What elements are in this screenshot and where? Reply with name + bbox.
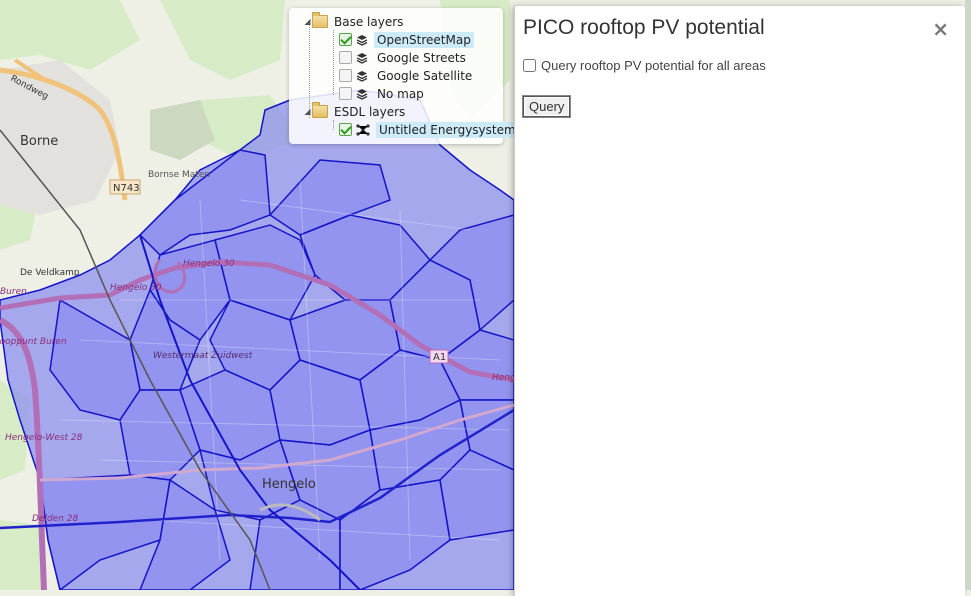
tree-group-label: ESDL layers	[334, 104, 406, 119]
tree-item-label[interactable]: OpenStreetMap	[374, 31, 474, 48]
tree-item-label[interactable]: No map	[377, 86, 424, 101]
layers-icon	[356, 52, 368, 64]
layers-icon	[356, 34, 368, 46]
map-label-buren: Buren	[0, 287, 27, 297]
query-all-areas-checkbox[interactable]	[523, 59, 536, 72]
map-label-knooppunt-buren: Knooppunt Buren	[0, 337, 67, 347]
map-label-heng: Heng	[492, 373, 516, 383]
folder-icon	[312, 12, 328, 28]
collapse-icon[interactable]: ◢	[304, 17, 311, 26]
map-label-westermaat: Westermaat Zuidwest	[153, 351, 253, 361]
layer-checkbox[interactable]	[339, 69, 352, 82]
close-icon[interactable]: ×	[932, 17, 949, 41]
query-button[interactable]: Query	[523, 96, 571, 117]
tree-item-no-map[interactable]: No map	[339, 85, 427, 102]
map-label-borne: Borne	[20, 134, 58, 149]
layers-icon	[356, 70, 368, 82]
road-shield-a1	[429, 349, 449, 364]
map-label-de-veldkamp: De Veldkamp	[20, 268, 80, 278]
map-label-bornse-maten: Bornse Maten	[148, 170, 210, 180]
map-label-delden: Delden 28	[32, 514, 79, 524]
layer-checkbox[interactable]	[339, 51, 352, 64]
map-edge-strip	[965, 0, 971, 590]
road-shield-n743	[109, 179, 141, 195]
layer-checkbox[interactable]	[339, 123, 352, 136]
map-label-hengelo: Hengelo	[262, 477, 316, 492]
map-label-hengelo-west: Hengelo-West 28	[5, 433, 83, 443]
tree-group-base-layers[interactable]: ◢ Base layers	[303, 12, 406, 30]
energysystem-icon	[356, 123, 370, 136]
panel-title: PICO rooftop PV potential	[523, 16, 765, 39]
tree-group-label: Base layers	[334, 14, 404, 29]
tree-item-label[interactable]: Google Satellite	[377, 68, 473, 83]
energysystem-areas	[0, 89, 515, 592]
tree-item-label[interactable]: Untitled Energysystem	[376, 121, 519, 138]
query-all-areas-option[interactable]: Query rooftop PV potential for all areas	[523, 58, 766, 73]
folder-icon	[312, 102, 328, 118]
query-all-areas-label: Query rooftop PV potential for all areas	[541, 58, 766, 73]
layers-icon	[356, 88, 368, 100]
layer-checkbox[interactable]	[339, 87, 352, 100]
pv-potential-panel: PICO rooftop PV potential × Query roofto…	[514, 6, 965, 596]
collapse-icon[interactable]: ◢	[304, 107, 311, 116]
tree-item-untitled-energysystem[interactable]: Untitled Energysystem	[339, 121, 519, 138]
map-label-a1: A1	[433, 352, 446, 363]
roads	[0, 58, 515, 591]
map-label-hengelo-30-b: Hengelo 30	[110, 283, 162, 293]
tree-item-openstreetmap[interactable]: OpenStreetMap	[339, 31, 474, 48]
tree-item-google-satellite[interactable]: Google Satellite	[339, 67, 475, 84]
layer-tree-control[interactable]: ◢ Base layers OpenStreetMap Google Stree…	[289, 8, 519, 144]
layer-checkbox[interactable]	[339, 33, 352, 46]
tree-item-google-streets[interactable]: Google Streets	[339, 49, 469, 66]
tree-group-esdl-layers[interactable]: ◢ ESDL layers	[303, 102, 408, 120]
tree-item-label[interactable]: Google Streets	[377, 50, 466, 65]
map-label-hengelo-30-a: Hengelo 30	[183, 259, 235, 269]
map-label-n743: N743	[113, 183, 140, 194]
